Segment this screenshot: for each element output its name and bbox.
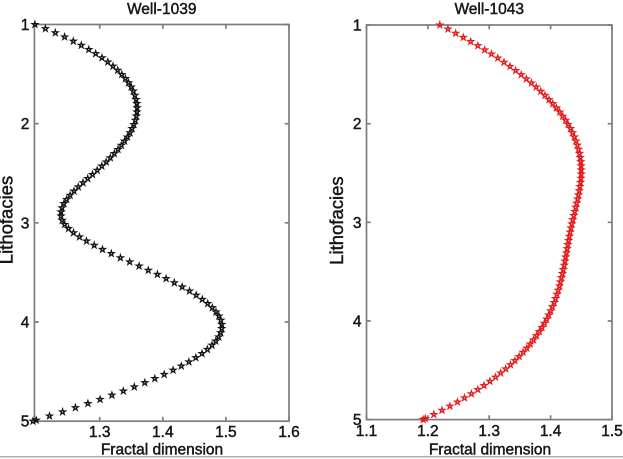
svg-text:4: 4 (21, 315, 30, 332)
svg-text:1.1: 1.1 (356, 423, 378, 440)
svg-text:2: 2 (21, 116, 30, 133)
svg-text:Fractal dimension: Fractal dimension (101, 442, 223, 459)
svg-text:1.6: 1.6 (278, 424, 300, 441)
svg-text:3: 3 (21, 215, 30, 232)
svg-text:2: 2 (353, 116, 362, 133)
svg-text:5: 5 (353, 412, 362, 429)
svg-text:1.5: 1.5 (215, 424, 237, 441)
svg-text:1.3: 1.3 (478, 423, 500, 440)
svg-text:Lithofacies: Lithofacies (326, 176, 347, 264)
svg-text:1.5: 1.5 (601, 423, 623, 440)
svg-text:5: 5 (21, 414, 30, 431)
svg-text:Well-1043: Well-1043 (454, 1, 524, 18)
svg-text:3: 3 (353, 215, 362, 232)
svg-text:1: 1 (21, 17, 30, 34)
svg-text:1.3: 1.3 (89, 424, 111, 441)
svg-text:1: 1 (353, 18, 362, 35)
svg-text:1.4: 1.4 (152, 424, 174, 441)
svg-text:1.2: 1.2 (417, 423, 439, 440)
svg-text:Fractal dimension: Fractal dimension (429, 442, 551, 459)
svg-text:Well-1039: Well-1039 (127, 1, 197, 18)
svg-text:1.4: 1.4 (540, 423, 562, 440)
svg-text:4: 4 (353, 314, 362, 331)
svg-text:Lithofacies: Lithofacies (0, 176, 17, 264)
